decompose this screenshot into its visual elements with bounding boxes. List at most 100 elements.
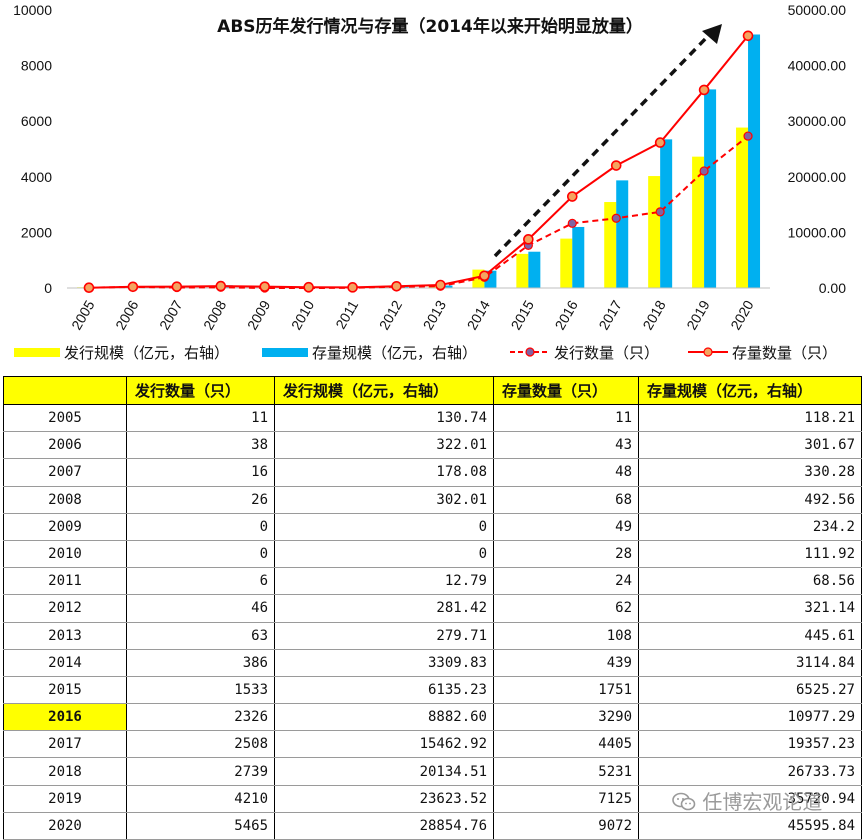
table-cell: 20134.51 <box>275 758 494 785</box>
row-year-cell: 2006 <box>4 432 127 459</box>
point-stock-count <box>260 282 269 291</box>
table-cell: 281.42 <box>275 595 494 622</box>
legend-label: 发行数量（只） <box>554 344 659 362</box>
x-axis-tick-label: 2012 <box>376 297 406 332</box>
table-cell: 6525.27 <box>639 676 862 703</box>
table-cell: 68.56 <box>639 568 862 595</box>
x-axis-tick-label: 2005 <box>68 297 98 332</box>
right-axis-tick-label: 20000.00 <box>788 169 847 185</box>
table-cell: 68 <box>494 486 639 513</box>
x-axis-tick-label: 2010 <box>288 297 318 332</box>
point-issuance-count <box>744 132 752 140</box>
table-cell: 23623.52 <box>275 785 494 812</box>
table-cell: 386 <box>127 649 275 676</box>
row-year-cell: 2012 <box>4 595 127 622</box>
right-axis-tick-label: 30000.00 <box>788 113 847 129</box>
bar-stock-scale <box>704 89 716 288</box>
table-cell: 10977.29 <box>639 704 862 731</box>
table-cell: 322.01 <box>275 432 494 459</box>
table-cell: 16 <box>127 459 275 486</box>
table-cell: 2508 <box>127 731 275 758</box>
table-cell: 9072 <box>494 812 639 839</box>
point-stock-count <box>656 138 665 147</box>
table-cell: 3114.84 <box>639 649 862 676</box>
table-cell: 28 <box>494 540 639 567</box>
table-cell: 4210 <box>127 785 275 812</box>
point-stock-count <box>348 283 357 292</box>
table-header-cell <box>4 377 127 405</box>
table-cell: 49 <box>494 513 639 540</box>
table-cell: 6135.23 <box>275 676 494 703</box>
table-cell: 445.61 <box>639 622 862 649</box>
table-cell: 234.2 <box>639 513 862 540</box>
legend-label: 存量规模（亿元，右轴） <box>312 344 477 362</box>
row-year-cell: 2008 <box>4 486 127 513</box>
bar-stock-scale <box>572 227 584 288</box>
table-cell: 5465 <box>127 812 275 839</box>
row-year-cell: 2005 <box>4 405 127 432</box>
x-axis-tick-label: 2011 <box>332 297 361 331</box>
table-cell: 28854.76 <box>275 812 494 839</box>
x-axis-tick-label: 2019 <box>683 297 713 332</box>
table-cell: 6 <box>127 568 275 595</box>
x-axis-tick-label: 2013 <box>420 297 450 332</box>
table-cell: 45595.84 <box>639 812 862 839</box>
left-axis-tick-label: 4000 <box>21 169 52 185</box>
right-axis-tick-label: 50000.00 <box>788 2 847 18</box>
table-cell: 3290 <box>494 704 639 731</box>
table-cell: 5231 <box>494 758 639 785</box>
table-cell: 4405 <box>494 731 639 758</box>
point-stock-count <box>392 282 401 291</box>
row-year-cell: 2007 <box>4 459 127 486</box>
table-cell: 11 <box>127 405 275 432</box>
table-cell: 0 <box>127 540 275 567</box>
table-header-cell: 存量数量（只） <box>494 377 639 405</box>
x-axis-tick-label: 2009 <box>244 297 274 332</box>
table-cell: 439 <box>494 649 639 676</box>
point-stock-count <box>568 192 577 201</box>
table-cell: 63 <box>127 622 275 649</box>
watermark: 任博宏观论道 <box>672 786 822 815</box>
row-year-cell: 2013 <box>4 622 127 649</box>
table-cell: 118.21 <box>639 405 862 432</box>
row-year-cell: 2018 <box>4 758 127 785</box>
x-axis-tick-label: 2017 <box>595 297 625 332</box>
legend-label: 发行规模（亿元，右轴） <box>64 344 229 362</box>
left-axis-tick-label: 2000 <box>21 224 52 240</box>
table-cell: 492.56 <box>639 486 862 513</box>
x-axis-tick-label: 2015 <box>508 297 538 332</box>
right-axis-tick-label: 0.00 <box>819 280 846 296</box>
table-cell: 43 <box>494 432 639 459</box>
row-year-cell: 2019 <box>4 785 127 812</box>
table-cell: 178.08 <box>275 459 494 486</box>
table-cell: 26 <box>127 486 275 513</box>
bar-issuance-scale <box>648 176 660 288</box>
table-header-cell: 存量规模（亿元，右轴） <box>639 377 862 405</box>
wechat-icon <box>672 790 702 814</box>
x-axis-tick-label: 2016 <box>551 297 581 332</box>
table-cell: 46 <box>127 595 275 622</box>
legend-marker <box>526 348 534 356</box>
table-cell: 24 <box>494 568 639 595</box>
table-header-cell: 发行规模（亿元，右轴） <box>275 377 494 405</box>
left-axis-tick-label: 6000 <box>21 113 52 129</box>
row-year-cell: 2014 <box>4 649 127 676</box>
row-year-cell: 2011 <box>4 568 127 595</box>
legend-swatch <box>14 348 60 357</box>
data-table: 发行数量（只） 发行规模（亿元，右轴） 存量数量（只） 存量规模（亿元，右轴） … <box>3 376 862 840</box>
table-cell: 11 <box>494 405 639 432</box>
right-axis-tick-label: 10000.00 <box>788 224 847 240</box>
table-cell: 321.14 <box>639 595 862 622</box>
